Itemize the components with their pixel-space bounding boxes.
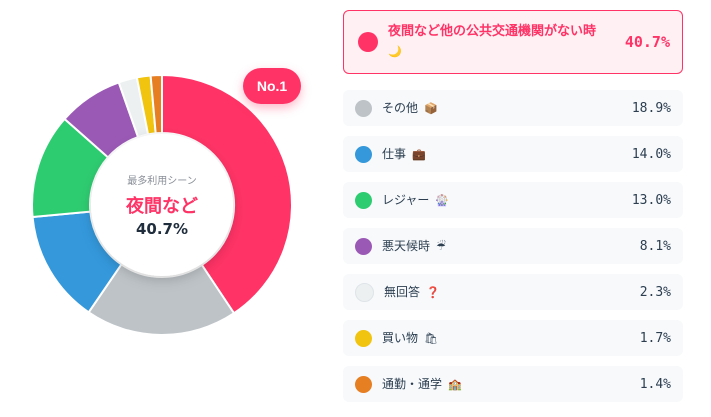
legend-label: 仕事 💼 bbox=[382, 144, 632, 165]
legend-value: 8.1% bbox=[639, 238, 671, 254]
legend-label-text: 買い物 bbox=[382, 330, 419, 345]
center-label: 最多利用シーン bbox=[127, 176, 197, 187]
legend-item: その他 📦 18.9% bbox=[343, 90, 683, 126]
legend-value: 2.3% bbox=[639, 284, 671, 300]
legend-value: 18.9% bbox=[631, 100, 671, 116]
legend-emoji-icon: ❓ bbox=[426, 285, 440, 299]
legend-emoji-icon: ☔ bbox=[436, 239, 446, 253]
legend-value: 1.4% bbox=[639, 376, 671, 392]
legend-label-text: その他 bbox=[382, 100, 419, 115]
legend-label-text: レジャー bbox=[382, 192, 430, 207]
legend-label: 無回答 ❓ bbox=[384, 282, 640, 303]
legend-item: レジャー 🎡 13.0% bbox=[343, 182, 683, 218]
legend-swatch bbox=[355, 191, 372, 209]
legend-emoji-icon: 🏫 bbox=[448, 377, 462, 391]
legend-emoji-icon: 🎡 bbox=[435, 193, 450, 207]
legend-label-text: 通勤・通学 bbox=[382, 376, 443, 391]
legend-emoji-icon: 📦 bbox=[424, 101, 438, 115]
legend-label: 通勤・通学 🏫 bbox=[382, 374, 640, 395]
donut-center-circle bbox=[91, 134, 233, 276]
legend-label: その他 📦 bbox=[382, 98, 632, 119]
no1-badge: No.1 bbox=[243, 68, 301, 104]
legend-label: 悪天候時 ☔ bbox=[382, 236, 640, 257]
donut-svg bbox=[31, 73, 293, 336]
legend-item: 通勤・通学 🏫 1.4% bbox=[343, 366, 683, 402]
legend-item: 買い物 🛍 1.7% bbox=[343, 320, 683, 356]
donut-slice bbox=[161, 73, 293, 315]
legend-swatch bbox=[355, 237, 372, 255]
legend-swatch bbox=[355, 145, 372, 163]
legend-value: 40.7% bbox=[624, 33, 670, 51]
legend-item: 悪天候時 ☔ 8.1% bbox=[343, 228, 683, 264]
legend-value: 1.7% bbox=[639, 330, 671, 346]
legend-swatch bbox=[355, 282, 374, 302]
legend-emoji-icon: 🌙 bbox=[388, 45, 402, 58]
center-name: 夜間など bbox=[126, 196, 198, 217]
legend-swatch bbox=[355, 329, 372, 347]
center-value: 40.7% bbox=[135, 220, 189, 238]
legend-label-text: 悪天候時 bbox=[382, 238, 431, 253]
donut-slice bbox=[149, 73, 163, 135]
donut-chart: 最多利用シーン 夜間など 40.7% No.1 bbox=[0, 0, 330, 417]
legend-value: 13.0% bbox=[631, 192, 671, 208]
legend-label: 夜間など他の公共交通機関がない時 🌙 bbox=[388, 22, 625, 62]
legend-label: レジャー 🎡 bbox=[382, 190, 632, 211]
legend-swatch bbox=[355, 99, 372, 117]
legend-swatch bbox=[355, 375, 372, 393]
legend-item: 仕事 💼 14.0% bbox=[343, 136, 683, 172]
legend-label: 買い物 🛍 bbox=[382, 328, 640, 349]
legend-emoji-icon: 🛍 bbox=[424, 331, 438, 345]
legend-swatch bbox=[358, 32, 378, 52]
legend-emoji-icon: 💼 bbox=[412, 147, 426, 161]
legend-label-text: 無回答 bbox=[384, 284, 421, 299]
legend-label-text: 仕事 bbox=[382, 146, 407, 161]
legend-label-text: 夜間など他の公共交通機関がない時 bbox=[388, 24, 597, 39]
legend-value: 14.0% bbox=[631, 146, 671, 162]
legend-item: 無回答 ❓ 2.3% bbox=[343, 274, 683, 310]
legend-list: 夜間など他の公共交通機関がない時 🌙 40.7% その他 📦 18.9% 仕事 💼 14.0% レ… bbox=[343, 10, 683, 412]
legend-item: 夜間など他の公共交通機関がない時 🌙 40.7% bbox=[343, 10, 683, 74]
